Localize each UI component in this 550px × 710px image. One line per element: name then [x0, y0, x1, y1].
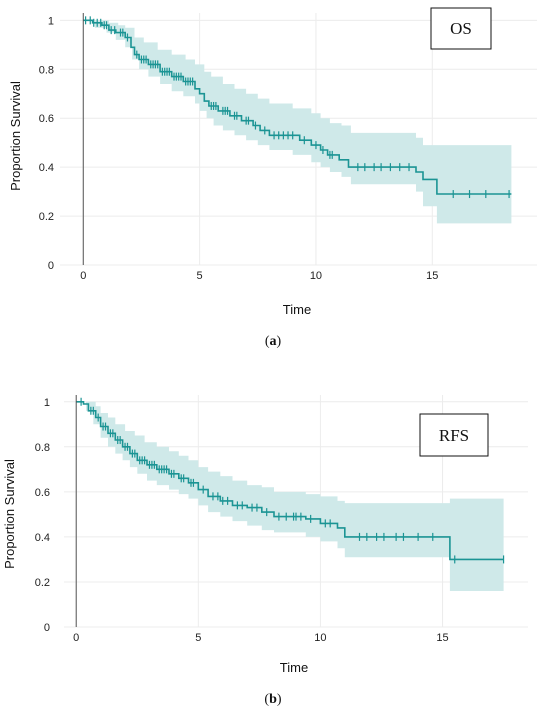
- y-tick-label: 0.6: [35, 487, 50, 499]
- rfs-x-tick-labels: 0 5 10 15: [73, 632, 449, 644]
- rfs-label-text: RFS: [439, 426, 469, 445]
- y-tick-label: 1: [48, 15, 54, 27]
- x-tick-label: 0: [73, 632, 79, 644]
- y-tick-label: 0.8: [35, 442, 50, 454]
- rfs-caption: (b): [264, 692, 281, 707]
- os-label-box: [430, 7, 492, 50]
- os-x-axis-label: Time: [283, 302, 311, 317]
- x-tick-label: 10: [314, 632, 326, 644]
- os-y-tick-labels: 0 0.2 0.4 0.6 0.8 1: [39, 15, 54, 272]
- x-tick-label: 5: [195, 632, 201, 644]
- y-tick-label: 0.8: [39, 64, 54, 76]
- x-tick-label: 0: [80, 270, 86, 282]
- y-tick-label: 0.2: [39, 211, 54, 223]
- y-tick-label: 0: [44, 622, 50, 634]
- y-tick-label: 0.4: [39, 162, 54, 174]
- rfs-y-tick-labels: 0 0.2 0.4 0.6 0.8 1: [35, 397, 50, 634]
- rfs-label-box: [419, 413, 489, 457]
- x-tick-label: 15: [426, 270, 438, 282]
- rfs-confidence-band: [76, 401, 504, 591]
- os-x-tick-labels: 0 5 10 15: [80, 270, 438, 282]
- rfs-censor-marks: [80, 397, 505, 564]
- panel-rfs: 0 0.2 0.4 0.6 0.8 1 0 5 10 15 Time Proportion Su…: [2, 395, 528, 707]
- os-y-axis-label: Proportion Survival: [8, 81, 23, 191]
- x-tick-label: 10: [310, 270, 322, 282]
- y-tick-label: 0.4: [35, 532, 50, 544]
- os-survival-curve: [83, 19, 512, 195]
- rfs-y-axis-label: Proportion Survival: [2, 459, 17, 569]
- rfs-x-axis-label: Time: [280, 660, 308, 675]
- os-censor-marks: [84, 16, 510, 199]
- y-tick-label: 0: [48, 260, 54, 272]
- os-caption: (a): [265, 334, 282, 349]
- x-tick-label: 15: [436, 632, 448, 644]
- y-tick-label: 0.6: [39, 113, 54, 125]
- panel-os: 0 0.2 0.4 0.6 0.8 1 0 5 10 15 Time Proportion Su…: [8, 7, 537, 349]
- os-confidence-band: [83, 20, 512, 224]
- x-tick-label: 5: [197, 270, 203, 282]
- y-tick-label: 0.2: [35, 577, 50, 589]
- y-tick-label: 1: [44, 397, 50, 409]
- os-label-text: OS: [450, 19, 472, 38]
